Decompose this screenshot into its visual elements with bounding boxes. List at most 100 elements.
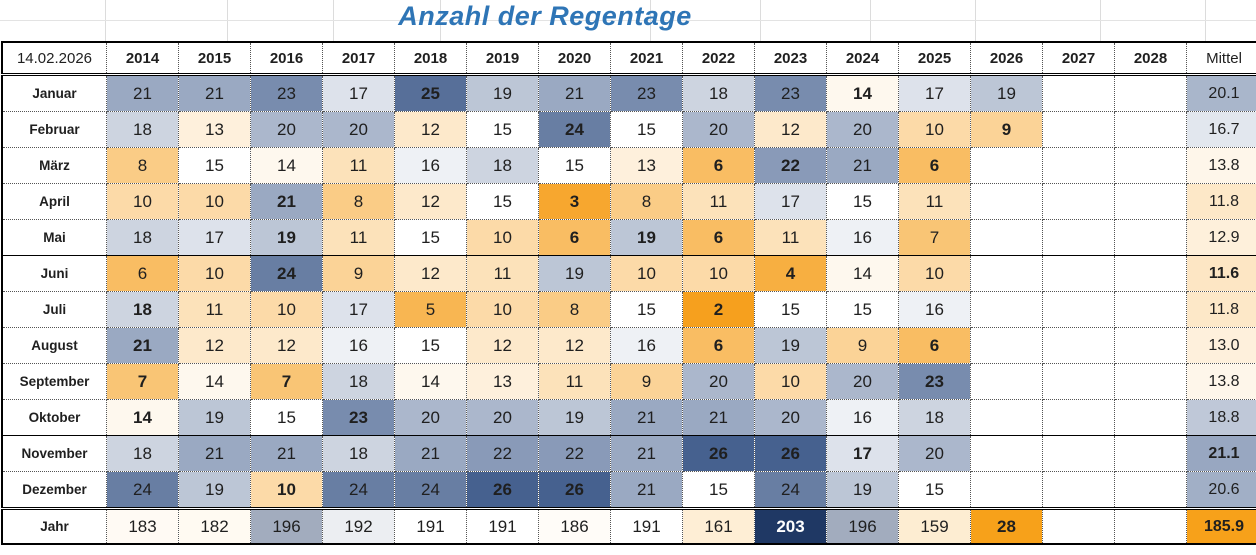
- mittel-cell[interactable]: 13.8: [1186, 147, 1256, 184]
- cell[interactable]: 15: [250, 399, 323, 436]
- cell[interactable]: 24: [538, 111, 611, 148]
- cell[interactable]: 23: [250, 74, 323, 112]
- month-label[interactable]: April: [1, 183, 107, 220]
- cell[interactable]: [970, 147, 1043, 184]
- cell[interactable]: 10: [682, 255, 755, 292]
- cell[interactable]: 15: [610, 291, 683, 328]
- cell[interactable]: 14: [106, 399, 179, 436]
- cell[interactable]: 15: [898, 471, 971, 509]
- cell[interactable]: 24: [394, 471, 467, 509]
- jahr-cell[interactable]: 196: [826, 507, 899, 545]
- cell[interactable]: [970, 327, 1043, 364]
- year-header-2021[interactable]: 2021: [610, 41, 683, 76]
- cell[interactable]: 8: [538, 291, 611, 328]
- cell[interactable]: [1042, 111, 1115, 148]
- cell[interactable]: 10: [466, 291, 539, 328]
- cell[interactable]: 12: [538, 327, 611, 364]
- cell[interactable]: 15: [682, 471, 755, 509]
- cell[interactable]: 11: [754, 219, 827, 256]
- cell[interactable]: 12: [250, 327, 323, 364]
- jahr-cell[interactable]: 161: [682, 507, 755, 545]
- mittel-cell[interactable]: 18.8: [1186, 399, 1256, 436]
- month-label[interactable]: Oktober: [1, 399, 107, 436]
- cell[interactable]: 15: [178, 147, 251, 184]
- cell[interactable]: [970, 435, 1043, 472]
- mittel-cell[interactable]: 13.0: [1186, 327, 1256, 364]
- cell[interactable]: 12: [754, 111, 827, 148]
- cell[interactable]: 17: [754, 183, 827, 220]
- cell[interactable]: 20: [466, 399, 539, 436]
- cell[interactable]: 15: [466, 111, 539, 148]
- year-header-2025[interactable]: 2025: [898, 41, 971, 76]
- cell[interactable]: 16: [826, 399, 899, 436]
- cell[interactable]: [1042, 363, 1115, 400]
- month-label[interactable]: August: [1, 327, 107, 364]
- cell[interactable]: [1042, 435, 1115, 472]
- cell[interactable]: [970, 291, 1043, 328]
- cell[interactable]: 6: [682, 327, 755, 364]
- cell[interactable]: 21: [178, 435, 251, 472]
- cell[interactable]: 9: [826, 327, 899, 364]
- cell[interactable]: 12: [394, 255, 467, 292]
- mittel-cell[interactable]: 11.6: [1186, 255, 1256, 292]
- cell[interactable]: [970, 399, 1043, 436]
- cell[interactable]: 19: [538, 255, 611, 292]
- jahr-cell[interactable]: 159: [898, 507, 971, 545]
- year-header-2019[interactable]: 2019: [466, 41, 539, 76]
- cell[interactable]: [1114, 219, 1187, 256]
- jahr-cell[interactable]: 182: [178, 507, 251, 545]
- cell[interactable]: 15: [394, 219, 467, 256]
- cell[interactable]: 15: [826, 183, 899, 220]
- cell[interactable]: 6: [898, 147, 971, 184]
- cell[interactable]: 21: [250, 435, 323, 472]
- cell[interactable]: 19: [970, 74, 1043, 112]
- year-header-2028[interactable]: 2028: [1114, 41, 1187, 76]
- year-header-2017[interactable]: 2017: [322, 41, 395, 76]
- cell[interactable]: 18: [898, 399, 971, 436]
- mittel-cell[interactable]: 11.8: [1186, 183, 1256, 220]
- jahr-cell[interactable]: [1042, 507, 1115, 545]
- cell[interactable]: 10: [466, 219, 539, 256]
- cell[interactable]: [970, 471, 1043, 509]
- cell[interactable]: 11: [322, 147, 395, 184]
- cell[interactable]: 16: [610, 327, 683, 364]
- cell[interactable]: 24: [322, 471, 395, 509]
- cell[interactable]: 16: [826, 219, 899, 256]
- cell[interactable]: 17: [178, 219, 251, 256]
- cell[interactable]: 15: [826, 291, 899, 328]
- cell[interactable]: [1114, 471, 1187, 509]
- cell[interactable]: 14: [826, 74, 899, 112]
- cell[interactable]: 20: [826, 111, 899, 148]
- cell[interactable]: 21: [250, 183, 323, 220]
- cell[interactable]: [1114, 435, 1187, 472]
- cell[interactable]: 21: [826, 147, 899, 184]
- cell[interactable]: [1114, 183, 1187, 220]
- cell[interactable]: 14: [250, 147, 323, 184]
- jahr-label[interactable]: Jahr: [1, 507, 107, 545]
- cell[interactable]: 14: [394, 363, 467, 400]
- cell[interactable]: 18: [322, 363, 395, 400]
- cell[interactable]: 11: [466, 255, 539, 292]
- cell[interactable]: [1114, 111, 1187, 148]
- cell[interactable]: 6: [898, 327, 971, 364]
- cell[interactable]: 26: [754, 435, 827, 472]
- cell[interactable]: 6: [538, 219, 611, 256]
- cell[interactable]: 20: [682, 363, 755, 400]
- month-label[interactable]: September: [1, 363, 107, 400]
- cell[interactable]: 8: [610, 183, 683, 220]
- cell[interactable]: [1114, 327, 1187, 364]
- cell[interactable]: 24: [106, 471, 179, 509]
- cell[interactable]: [1114, 255, 1187, 292]
- date-cell[interactable]: 14.02.2026: [1, 41, 107, 76]
- cell[interactable]: 19: [178, 399, 251, 436]
- cell[interactable]: 18: [106, 291, 179, 328]
- mittel-header[interactable]: Mittel: [1186, 41, 1256, 76]
- cell[interactable]: 13: [178, 111, 251, 148]
- jahr-cell[interactable]: 191: [610, 507, 683, 545]
- cell[interactable]: 10: [178, 183, 251, 220]
- cell[interactable]: 7: [898, 219, 971, 256]
- year-header-2024[interactable]: 2024: [826, 41, 899, 76]
- cell[interactable]: 9: [610, 363, 683, 400]
- cell[interactable]: [1042, 255, 1115, 292]
- cell[interactable]: 19: [826, 471, 899, 509]
